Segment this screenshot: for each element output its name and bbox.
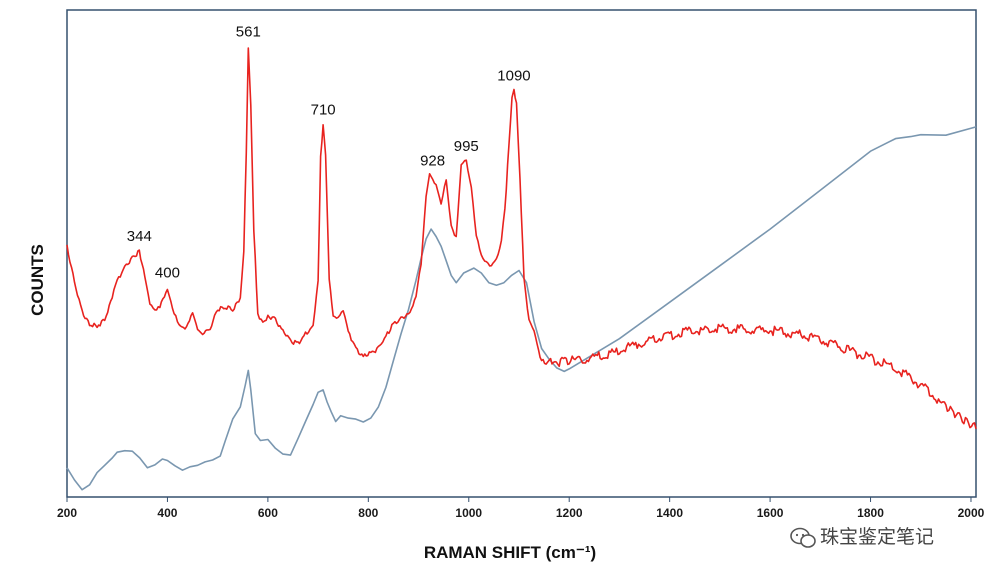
y-axis-title: COUNTS (28, 244, 47, 316)
x-axis-ticks: 200 400 600 800 1000 1200 1400 1600 1800 2000 (57, 497, 985, 520)
x-tick-label: 1000 (455, 506, 482, 520)
series-line-blue (66, 126, 977, 491)
x-tick-label: 800 (358, 506, 378, 520)
peak-label: 1090 (497, 67, 530, 84)
watermark-text: 珠宝鉴定笔记 (820, 526, 934, 548)
series-line-red (66, 47, 977, 429)
x-tick-label: 2000 (958, 506, 985, 520)
peak-label: 995 (454, 138, 479, 155)
x-tick-label: 400 (157, 506, 177, 520)
x-tick-label: 600 (258, 506, 278, 520)
peak-label: 928 (420, 153, 445, 170)
plot-frame (66, 9, 977, 498)
x-tick-label: 200 (57, 506, 77, 520)
peak-label: 400 (155, 265, 180, 282)
x-axis-title: RAMAN SHIFT (cm⁻¹) (424, 543, 596, 562)
x-tick-label: 1200 (556, 506, 583, 520)
x-tick-label: 1600 (757, 506, 784, 520)
peak-label: 561 (236, 24, 261, 41)
series-group (66, 47, 977, 491)
x-tick-label: 1400 (656, 506, 683, 520)
peak-label: 344 (127, 228, 152, 245)
watermark: 珠宝鉴定笔记 (790, 526, 934, 548)
peak-label: 710 (311, 101, 336, 118)
wechat-icon (790, 527, 816, 548)
peak-labels: 344 400 561 710 928 995 1090 (127, 24, 531, 282)
x-tick-label: 1800 (857, 506, 884, 520)
